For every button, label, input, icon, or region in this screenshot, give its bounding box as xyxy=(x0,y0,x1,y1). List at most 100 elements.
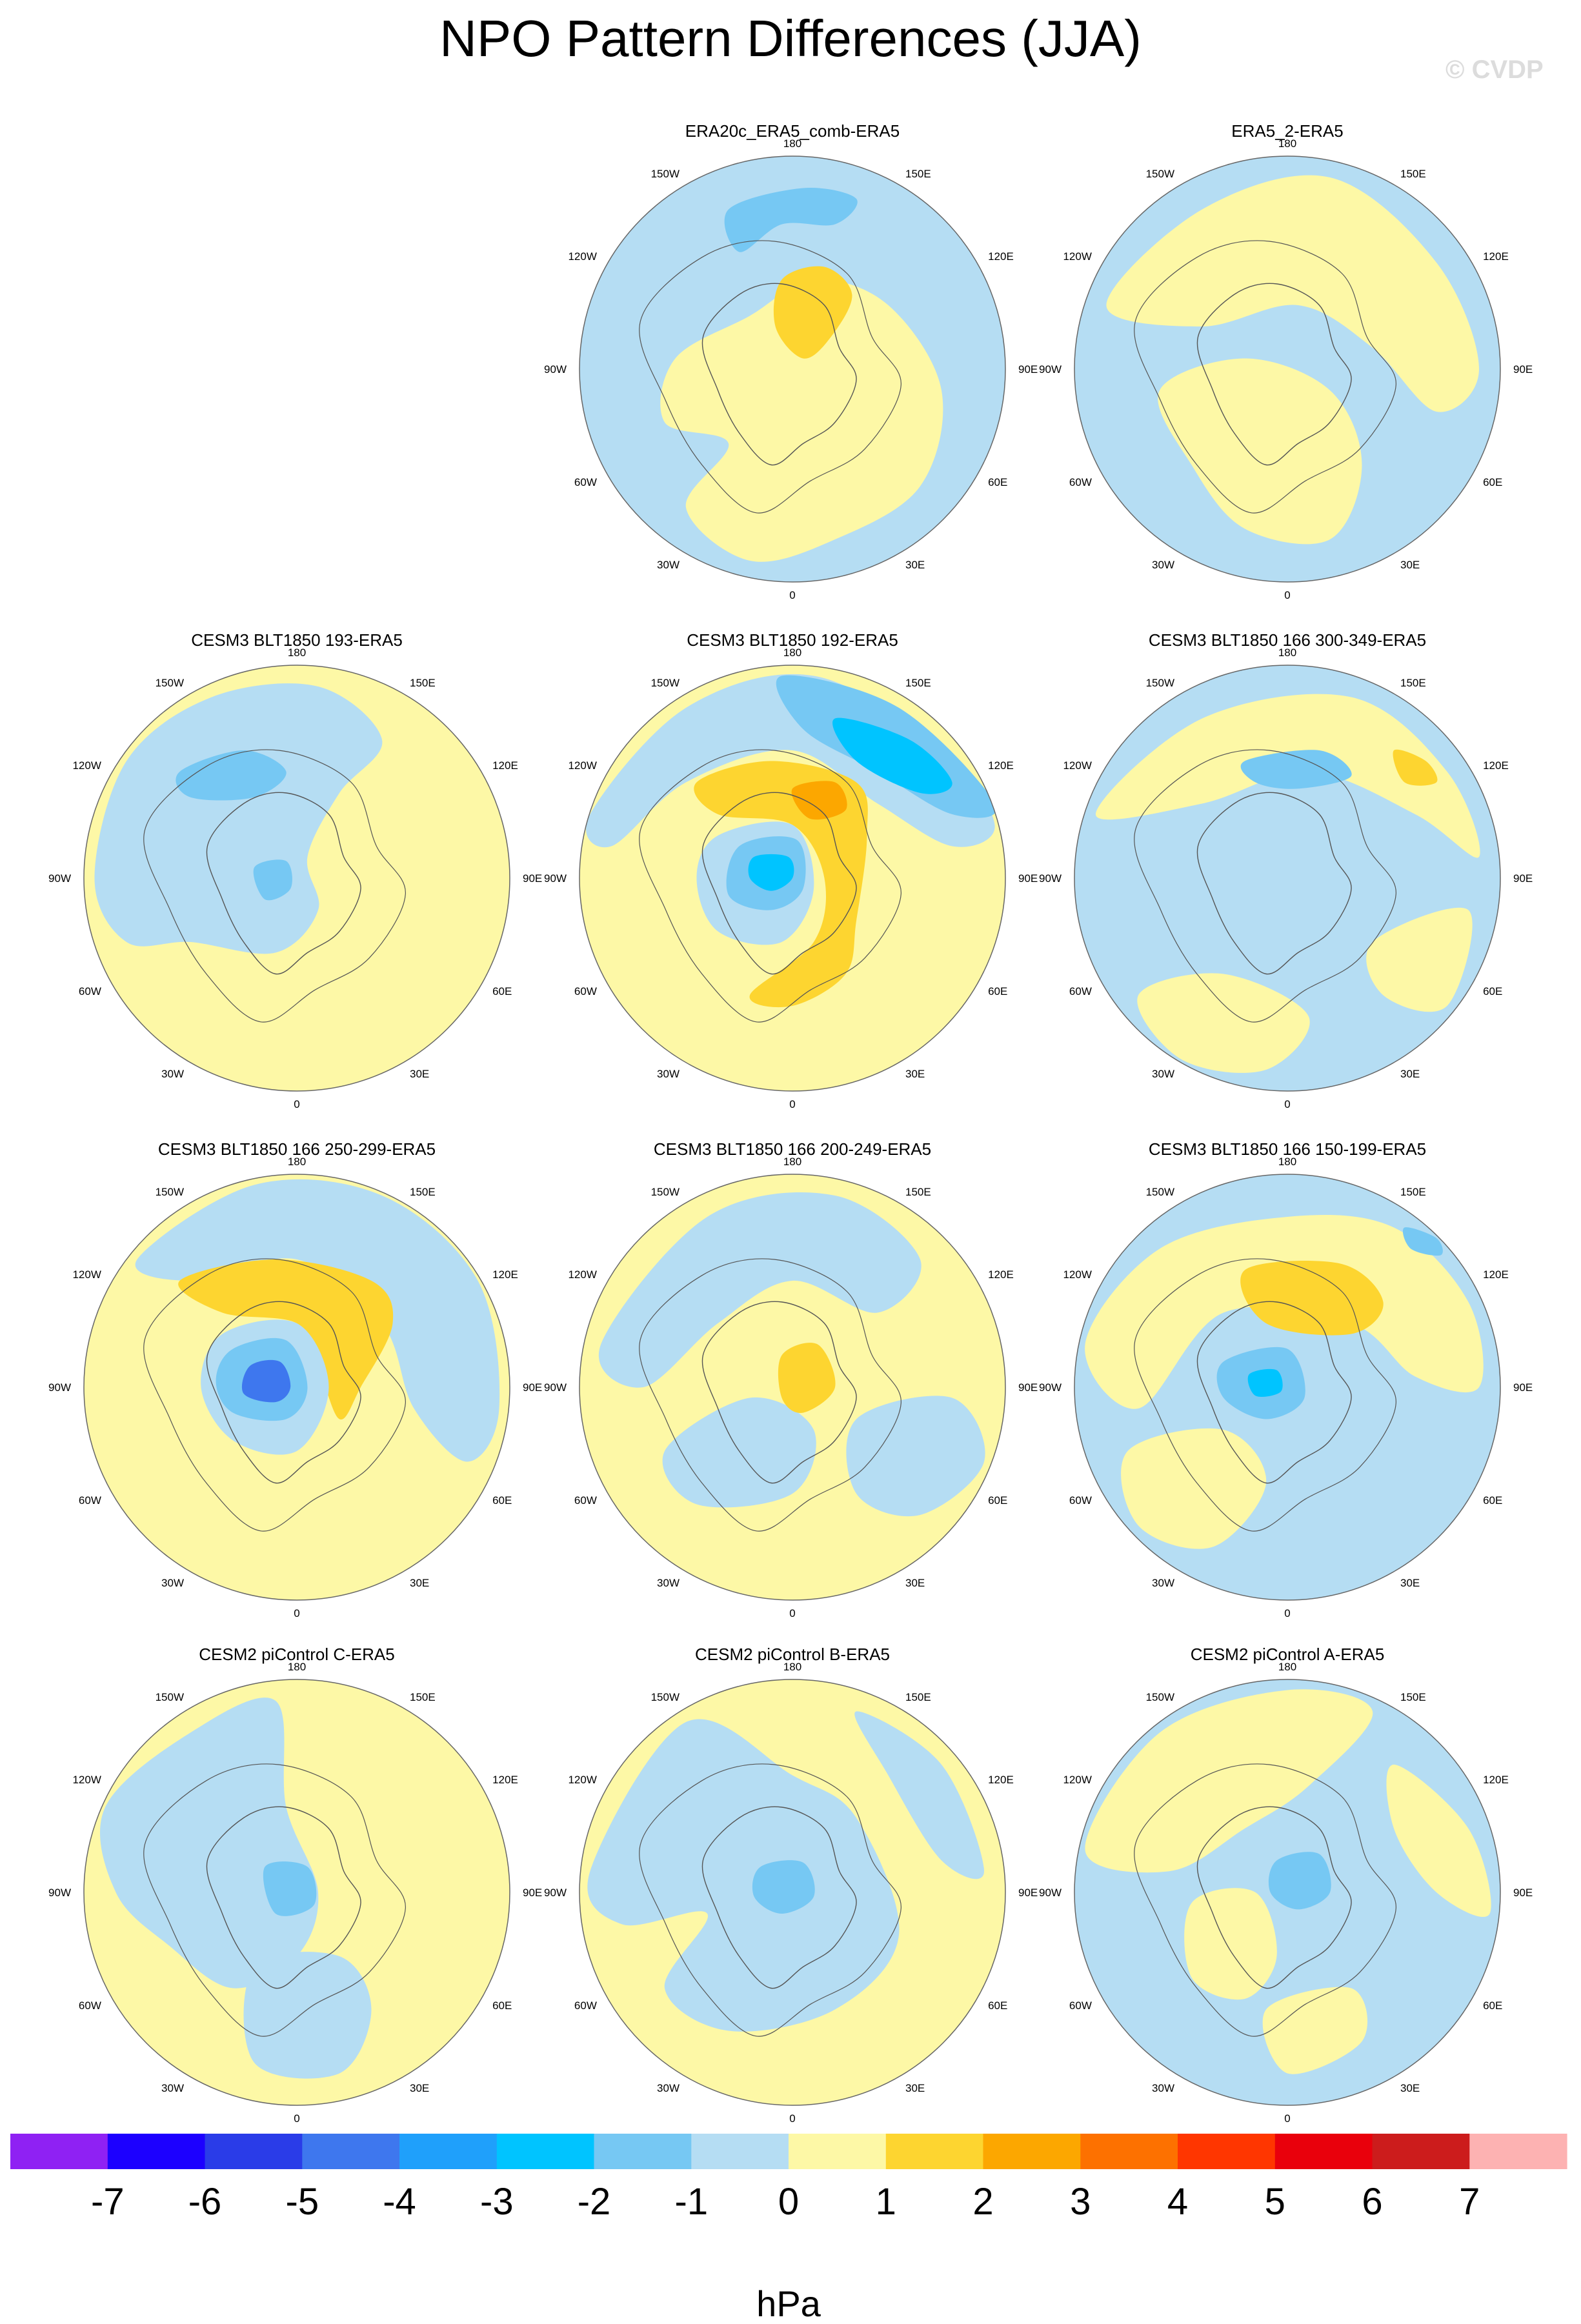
colorbar-tick-label: 2 xyxy=(972,2181,993,2223)
longitude-label: 120E xyxy=(1483,1268,1509,1281)
colorbar-segment xyxy=(983,2134,1081,2169)
longitude-label: 90E xyxy=(1513,872,1533,885)
longitude-label: 30E xyxy=(905,1577,925,1589)
longitude-label: 30W xyxy=(657,559,680,571)
longitude-label: 30W xyxy=(1152,1577,1174,1589)
longitude-label: 30W xyxy=(1152,559,1174,571)
longitude-label: 150E xyxy=(905,1691,931,1703)
contour-region xyxy=(99,1698,319,1988)
longitude-label: 150W xyxy=(1146,677,1174,689)
longitude-label: 120W xyxy=(1063,250,1091,263)
longitude-label: 60W xyxy=(1069,1494,1092,1507)
contour-region xyxy=(1366,907,1473,1012)
longitude-label: 150E xyxy=(905,677,931,689)
contour-region xyxy=(660,279,943,562)
colorbar-segment xyxy=(302,2134,400,2169)
colorbar-segment xyxy=(1274,2134,1373,2169)
colorbar-segment xyxy=(789,2134,887,2169)
panel-title: CESM3 BLT1850 166 200-249-ERA5 xyxy=(654,1139,931,1159)
longitude-label: 180 xyxy=(1278,137,1296,150)
contour-region xyxy=(791,781,847,820)
longitude-label: 120E xyxy=(988,759,1014,772)
longitude-label: 150E xyxy=(905,1186,931,1198)
longitude-label: 180 xyxy=(288,1661,306,1673)
longitude-label: 30W xyxy=(1152,2082,1174,2094)
longitude-label: 60E xyxy=(1483,1999,1502,2012)
colorbar-segment xyxy=(10,2134,108,2169)
longitude-label: 120W xyxy=(568,1774,596,1786)
colorbar-segment xyxy=(885,2134,984,2169)
longitude-label: 120E xyxy=(1483,1774,1509,1786)
longitude-label: 30E xyxy=(410,1577,429,1589)
longitude-label: 120W xyxy=(568,1268,596,1281)
contour-region xyxy=(846,1396,985,1517)
longitude-label: 90E xyxy=(523,1381,542,1394)
map-border xyxy=(579,1174,1006,1601)
longitude-label: 60E xyxy=(1483,1494,1502,1507)
longitude-label: 0 xyxy=(1284,1098,1290,1110)
colorbar-segment xyxy=(1178,2134,1276,2169)
colorbar-tick-label: -1 xyxy=(675,2181,709,2223)
longitude-label: 120E xyxy=(988,1774,1014,1786)
contour-region xyxy=(1137,973,1310,1073)
coastline xyxy=(639,1763,901,2037)
longitude-label: 90W xyxy=(544,1887,567,1899)
longitude-label: 150W xyxy=(1146,168,1174,180)
coastline xyxy=(1134,240,1396,514)
contour-region xyxy=(1262,1987,1368,2074)
contour-region xyxy=(241,1359,291,1403)
longitude-label: 180 xyxy=(783,1156,801,1168)
coastline xyxy=(206,1806,361,1989)
map-border xyxy=(1074,665,1501,1092)
longitude-label: 30E xyxy=(1400,559,1420,571)
contour-region xyxy=(773,266,852,359)
longitude-label: 60W xyxy=(1069,1999,1092,2012)
longitude-label: 30E xyxy=(905,1068,925,1080)
contour-region xyxy=(662,1397,816,1508)
colorbar-tick-label: -5 xyxy=(286,2181,319,2223)
map-border xyxy=(579,1679,1006,2106)
longitude-label: 30E xyxy=(1400,1577,1420,1589)
contour-region xyxy=(587,1719,900,2032)
longitude-label: 90E xyxy=(1018,363,1038,376)
longitude-label: 150E xyxy=(410,677,436,689)
longitude-label: 120W xyxy=(568,250,596,263)
longitude-label: 60E xyxy=(1483,985,1502,997)
longitude-label: 60E xyxy=(988,1494,1007,1507)
colorbar-tick-label: -6 xyxy=(188,2181,222,2223)
coastline xyxy=(143,1258,406,1532)
colorbar-tick-label: 4 xyxy=(1167,2181,1188,2223)
map-border xyxy=(83,665,510,1092)
longitude-label: 60W xyxy=(574,1494,597,1507)
map-border xyxy=(83,1174,510,1601)
contour-region xyxy=(854,1711,984,1879)
coastline xyxy=(701,792,857,975)
contour-region xyxy=(748,854,794,891)
longitude-label: 150W xyxy=(156,677,184,689)
longitude-label: 150W xyxy=(156,1186,184,1198)
page-title: NPO Pattern Differences (JJA) xyxy=(439,10,1142,67)
panel-title: CESM2 piControl A-ERA5 xyxy=(1191,1645,1385,1664)
coastline xyxy=(1134,1258,1396,1532)
contour-region xyxy=(1402,1227,1443,1256)
colorbar-tick-label: -3 xyxy=(480,2181,514,2223)
contour-region xyxy=(1393,749,1438,786)
longitude-label: 30E xyxy=(410,2082,429,2094)
longitude-label: 30W xyxy=(657,1068,680,1080)
panel-title: ERA5_2-ERA5 xyxy=(1231,121,1343,141)
colorbar-segment xyxy=(399,2134,498,2169)
contour-region xyxy=(694,761,868,1008)
contour-region xyxy=(176,750,287,801)
map-border xyxy=(579,155,1006,583)
coastline xyxy=(206,792,361,975)
longitude-label: 180 xyxy=(1278,1156,1296,1168)
longitude-label: 60E xyxy=(1483,476,1502,488)
colorbar-tick-label: 6 xyxy=(1362,2181,1382,2223)
longitude-label: 0 xyxy=(789,1607,795,1619)
longitude-label: 30W xyxy=(161,2082,184,2094)
contour-region xyxy=(1268,1852,1331,1910)
longitude-label: 180 xyxy=(1278,646,1296,659)
coastline xyxy=(1134,749,1396,1023)
